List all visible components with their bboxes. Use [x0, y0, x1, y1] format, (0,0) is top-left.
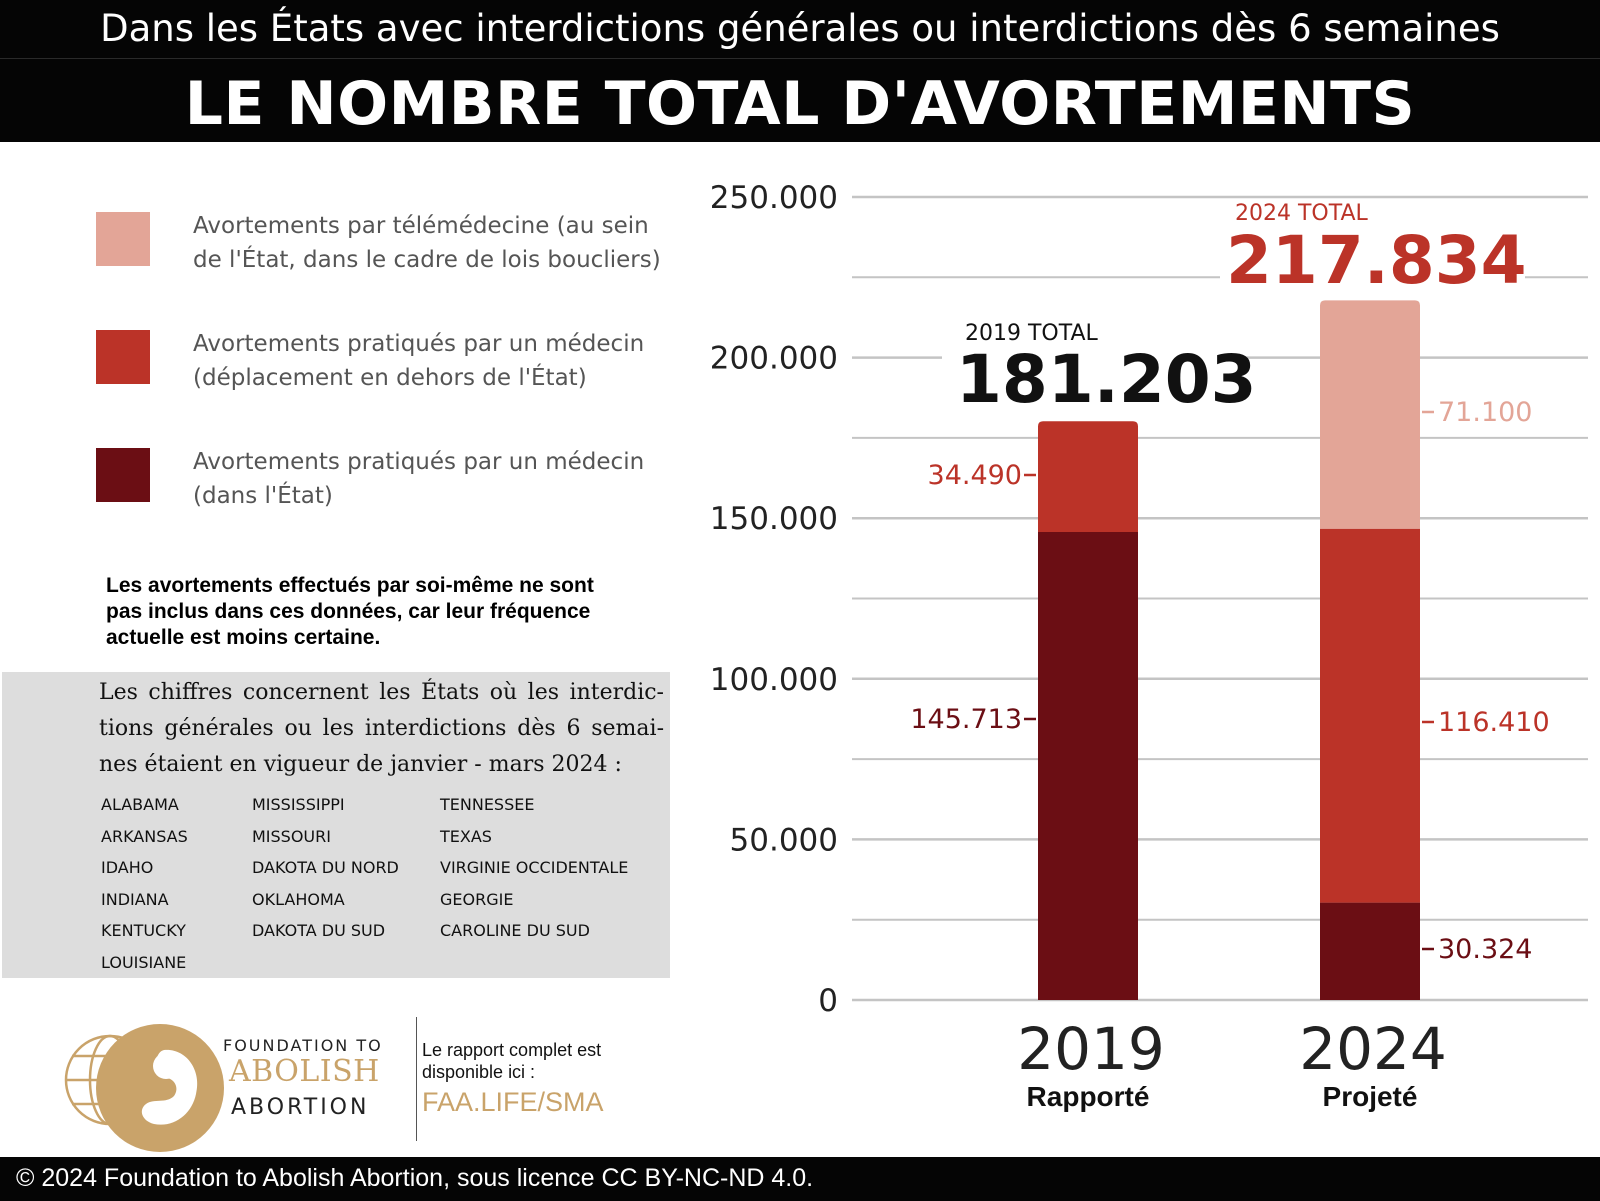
segment-value-label: 71.100 [1438, 397, 1532, 428]
state-name: TEXAS [440, 826, 492, 846]
logo-line3: ABORTION [231, 1095, 370, 1120]
y-tick-label: 0 [818, 983, 838, 1019]
total-value: 217.834 [1226, 222, 1527, 299]
state-name: DAKOTA DU SUD [252, 921, 386, 940]
header-divider [0, 58, 1600, 59]
state-name: TENNESSEE [440, 795, 535, 814]
legend-label: Avortements pratiqués par un médecin (da… [193, 449, 645, 509]
legend-label: Avortements par télémédecine (au sein de… [193, 213, 661, 273]
y-tick-label: 250.000 [710, 180, 838, 216]
states-panel [2, 672, 670, 978]
legend-swatch [96, 330, 150, 384]
category-sublabel: Projeté [1323, 1081, 1418, 1112]
self-managed-note: Les avortements effectués par soi-même n… [106, 574, 594, 649]
report-text: Le rapport complet est disponible ici : [422, 1040, 602, 1082]
state-name: MISSOURI [252, 826, 331, 846]
state-name: LOUISIANE [101, 952, 187, 972]
states-intro: Les chiffres concernent les États où les… [99, 680, 664, 777]
category-year-label: 2024 [1299, 1015, 1447, 1083]
page-title: LE NOMBRE TOTAL D'AVORTEMENTS AUGMENTE [184, 69, 1416, 211]
bar-segment [1320, 300, 1420, 529]
logo-divider [416, 1017, 417, 1141]
state-name: DAKOTA DU NORD [252, 858, 399, 877]
total-caption: 2024 TOTAL [1235, 201, 1369, 226]
state-name: ARKANSAS [101, 826, 188, 846]
y-tick-label: 50.000 [730, 822, 838, 858]
state-name: IDAHO [101, 858, 154, 877]
state-name: INDIANA [101, 889, 169, 909]
footer-bar: © 2024 Foundation to Abolish Abortion, s… [0, 1157, 1600, 1201]
state-name: ALABAMA [101, 795, 179, 814]
state-name: OKLAHOMA [252, 889, 345, 909]
logo-line2: ABOLISH [229, 1054, 380, 1089]
bar-segment [1038, 421, 1138, 532]
bar-segment [1320, 528, 1420, 903]
category-sublabel: Rapporté [1027, 1081, 1150, 1112]
bar-segment [1320, 902, 1420, 1000]
y-tick-label: 150.000 [710, 501, 838, 537]
header-banner: Dans les États avec interdictions généra… [0, 0, 1600, 211]
page-subtitle: Dans les États avec interdictions généra… [100, 7, 1500, 50]
y-tick-label: 100.000 [710, 662, 838, 698]
report-link[interactable]: FAA.LIFE/SMA [422, 1087, 604, 1117]
copyright-text: © 2024 Foundation to Abolish Abortion, s… [16, 1164, 814, 1192]
segment-value-label: 34.490 [928, 460, 1022, 491]
globe-fetus-logo-icon [64, 1024, 224, 1152]
legend-swatch [96, 212, 150, 266]
y-tick-label: 200.000 [710, 341, 838, 377]
segment-value-label: 30.324 [1438, 934, 1532, 965]
legend-label: Avortements pratiqués par un médecin (dé… [193, 331, 645, 391]
state-name: GEORGIE [440, 889, 514, 909]
state-name: MISSISSIPPI [252, 795, 345, 814]
logo-line1: FOUNDATION TO [223, 1036, 383, 1055]
total-value: 181.203 [956, 341, 1257, 418]
segment-value-label: 116.410 [1438, 707, 1550, 738]
state-name: VIRGINIE OCCIDENTALE [440, 858, 629, 877]
bar-segment [1038, 531, 1138, 1000]
segment-value-label: 145.713 [910, 704, 1022, 735]
category-year-label: 2019 [1017, 1015, 1165, 1083]
state-name: CAROLINE DU SUD [440, 921, 590, 940]
state-name: KENTUCKY [101, 921, 186, 940]
legend-swatch [96, 448, 150, 502]
total-caption: 2019 TOTAL [965, 321, 1099, 346]
